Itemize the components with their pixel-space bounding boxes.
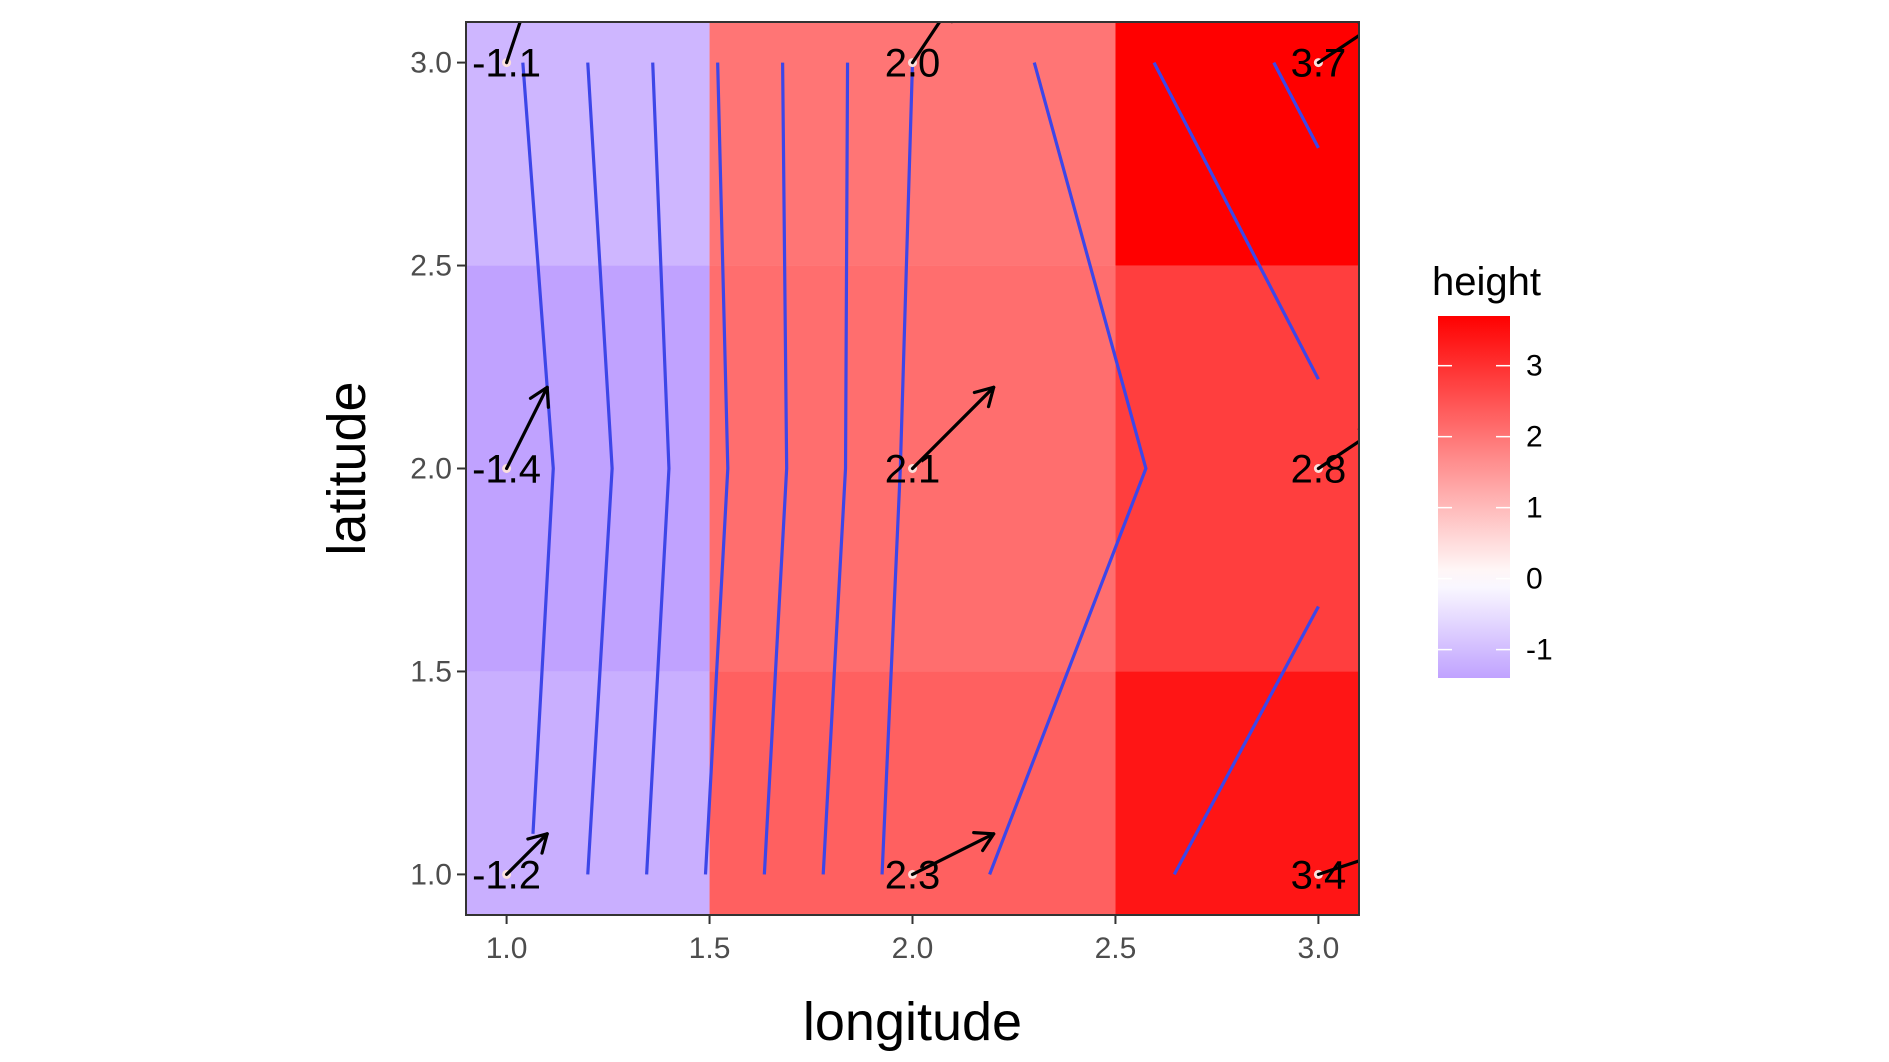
legend-title: height (1432, 260, 1541, 304)
contour-line (1152, 61, 1320, 380)
vector-arrows (504, 22, 1359, 877)
vector-arrow (910, 385, 996, 471)
contour-line (521, 62, 555, 834)
vector-arrow (1316, 427, 1359, 471)
vector-arrow (504, 22, 533, 65)
vector-arrow (504, 832, 549, 877)
x-tick-label: 2.5 (1095, 932, 1137, 965)
x-tick-label: 1.5 (689, 932, 731, 965)
cell-value-label: 2.8 (1291, 448, 1347, 492)
y-tick-label: 2.0 (410, 453, 452, 486)
vector-arrow (910, 22, 954, 65)
cell-value-label: 2.0 (885, 42, 941, 86)
x-axis-title: longitude (803, 992, 1022, 1052)
x-tick-label: 2.0 (892, 932, 934, 965)
vector-arrow (910, 831, 996, 877)
y-tick-label: 1.0 (410, 858, 452, 891)
contour-line (1272, 61, 1320, 149)
cell-value-label: -1.1 (472, 42, 541, 86)
legend: height -1 0 1 2 3 (1432, 260, 1553, 678)
contour-line (880, 62, 915, 875)
contour-line (1172, 605, 1320, 876)
legend-label: 3 (1526, 350, 1543, 383)
contour-line (988, 62, 1148, 875)
cell-value-label: -1.2 (472, 853, 541, 897)
cell-value-label: 3.7 (1291, 42, 1347, 86)
contour-line (821, 62, 850, 875)
vector-arrow (1316, 22, 1359, 65)
contour-line (703, 62, 730, 875)
legend-label: 2 (1526, 421, 1543, 454)
vector-arrow (1316, 848, 1359, 877)
cell-labels: -1.2 -1.4 -1.1 2.3 2.1 2.0 3.4 2.8 3.7 (472, 42, 1346, 898)
y-tick-label: 2.5 (410, 250, 452, 283)
y-axis-title: latitude (317, 381, 377, 555)
cell-value-label: -1.4 (472, 448, 541, 492)
cell-value-label: 3.4 (1291, 853, 1347, 897)
contour-line (586, 62, 614, 875)
y-tick-label: 3.0 (410, 47, 452, 80)
cell-value-label: 2.1 (885, 448, 941, 492)
legend-label: 1 (1526, 492, 1543, 525)
x-tick-label: 3.0 (1298, 932, 1340, 965)
contour-line (762, 62, 789, 875)
contour-line (645, 62, 671, 875)
cell-value-label: 2.3 (885, 853, 941, 897)
legend-colorbar (1438, 316, 1510, 678)
x-tick-label: 1.0 (486, 932, 528, 965)
y-tick-label: 1.5 (410, 655, 452, 688)
legend-label: 0 (1526, 563, 1543, 596)
contour-lines (521, 61, 1320, 876)
vector-arrow (504, 385, 550, 471)
axes: 1.0 1.5 2.0 2.5 3.0 1.0 1.5 2.0 2.5 3.0 (410, 47, 1339, 965)
legend-label: -1 (1526, 634, 1553, 667)
